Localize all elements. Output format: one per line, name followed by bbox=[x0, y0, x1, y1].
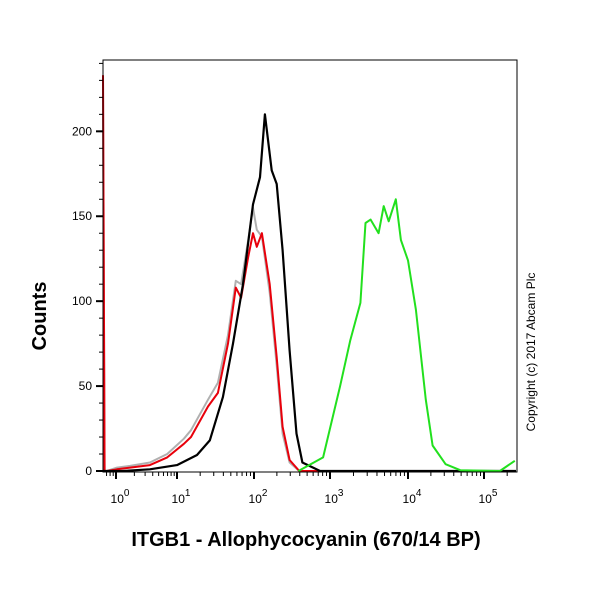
x-tick-exponent: 0 bbox=[124, 488, 130, 499]
x-tick-exponent: 3 bbox=[338, 488, 344, 499]
y-tick-label: 0 bbox=[85, 464, 92, 478]
x-tick-exponent: 4 bbox=[416, 488, 422, 499]
x-tick-base: 10 bbox=[403, 492, 417, 506]
x-tick-base: 10 bbox=[325, 492, 339, 506]
x-tick-base: 10 bbox=[479, 492, 493, 506]
series-line-3 bbox=[297, 198, 516, 472]
x-tick-label: 101 bbox=[172, 488, 191, 506]
y-tick-label: 100 bbox=[72, 294, 92, 308]
x-tick-label: 100 bbox=[111, 488, 130, 506]
series-layer bbox=[102, 75, 516, 473]
y-tick-label: 50 bbox=[79, 379, 93, 393]
x-tick-base: 10 bbox=[172, 492, 186, 506]
x-tick-base: 10 bbox=[249, 492, 263, 506]
x-tick-base: 10 bbox=[111, 492, 125, 506]
x-tick-exponent: 5 bbox=[492, 488, 498, 499]
plot-frame bbox=[102, 59, 518, 473]
series-line-0 bbox=[102, 75, 516, 472]
x-tick-label: 105 bbox=[479, 488, 498, 506]
x-tick-exponent: 2 bbox=[262, 488, 268, 499]
series-line-1 bbox=[102, 75, 516, 472]
x-tick-exponent: 1 bbox=[185, 488, 191, 499]
copyright-text: Copyright (c) 2017 Abcam Plc bbox=[524, 273, 538, 432]
x-tick-label: 103 bbox=[325, 488, 344, 506]
x-tick-label: 104 bbox=[403, 488, 422, 506]
y-axis-label: Counts bbox=[29, 282, 51, 351]
y-tick-label: 200 bbox=[72, 124, 92, 138]
x-axis-label: ITGB1 - Allophycocyanin (670/14 BP) bbox=[131, 529, 480, 551]
series-line-2 bbox=[103, 113, 516, 473]
y-tick-label: 150 bbox=[72, 209, 92, 223]
x-tick-label: 102 bbox=[249, 488, 268, 506]
